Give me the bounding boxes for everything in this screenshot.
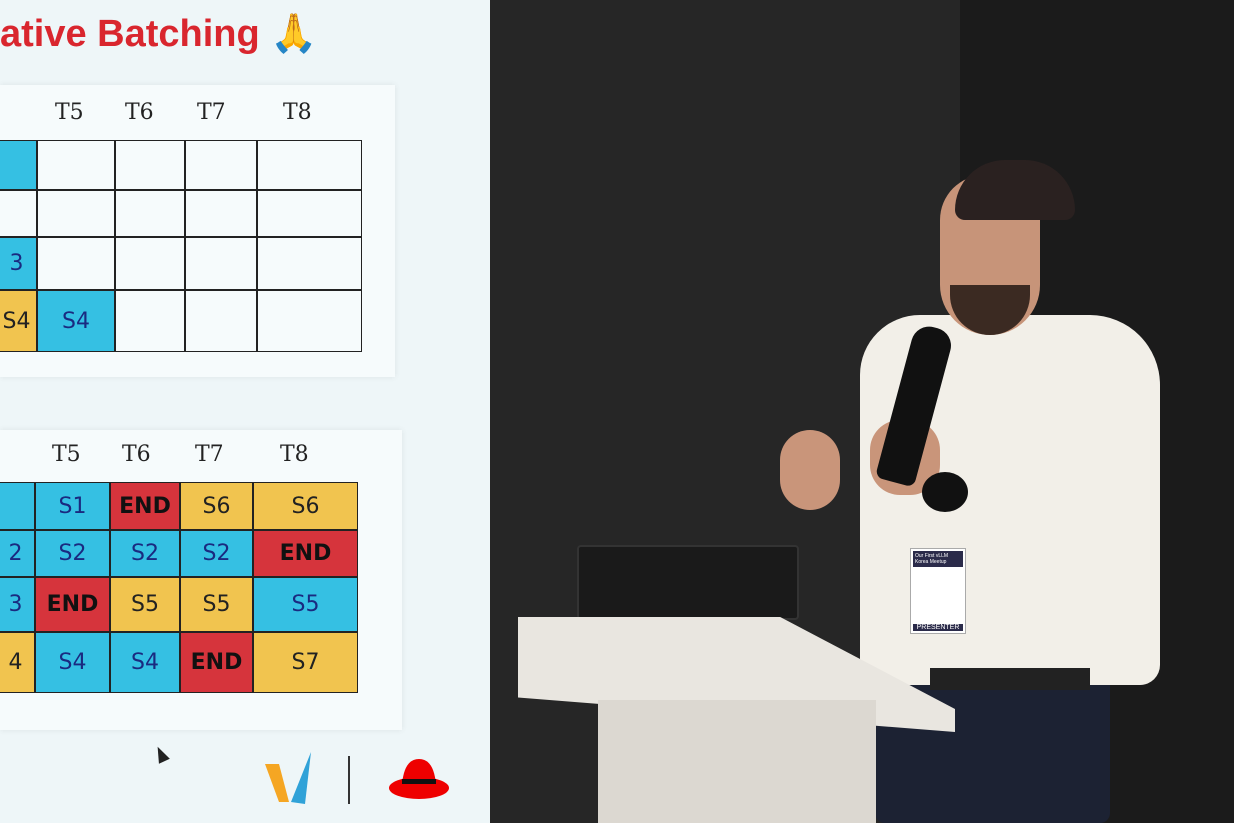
grid-cell: S4: [110, 632, 180, 693]
time-step-header: T8: [280, 442, 309, 467]
podium-body: [598, 700, 876, 823]
grid-cell: [257, 290, 362, 352]
grid-cell: 2: [0, 530, 35, 577]
grid-cell: S4: [37, 290, 115, 352]
divider: [348, 756, 350, 804]
laptop: [577, 545, 799, 620]
belt: [930, 668, 1090, 690]
grid-cell: [185, 140, 257, 190]
grid-cell: [0, 190, 37, 237]
grid-cell: [257, 190, 362, 237]
time-step-header: T5: [55, 100, 84, 125]
grid-cell: S2: [110, 530, 180, 577]
grid-cell: S2: [180, 530, 253, 577]
grid-cell: END: [35, 577, 110, 632]
vllm-logo: [265, 752, 311, 804]
grid-cell: S5: [253, 577, 358, 632]
grid-cell: S4: [0, 290, 37, 352]
grid-cell: END: [180, 632, 253, 693]
hair: [955, 160, 1075, 220]
redhat-logo: [389, 759, 449, 799]
grid-cell: 3: [0, 577, 35, 632]
grid-cell: [0, 482, 35, 530]
time-step-header: T7: [197, 100, 226, 125]
grid-cell: [115, 190, 185, 237]
time-step-header: T6: [122, 442, 151, 467]
presentation-slide: ative Batching 🙏 T5 T6 T7 T8 3 S4 S4 T5 T6 T7 T8 S…: [0, 0, 500, 823]
grid-cell: [37, 190, 115, 237]
name-badge: Our First vLLM Korea Meetup PRESENTER: [910, 548, 966, 634]
badge-role: PRESENTER: [913, 624, 963, 631]
grid-cell: S2: [35, 530, 110, 577]
grid-cell: 4: [0, 632, 35, 693]
time-step-header: T7: [195, 442, 224, 467]
grid-cell: S5: [180, 577, 253, 632]
time-step-header: T6: [125, 100, 154, 125]
grid-cell: [185, 237, 257, 290]
grid-cell: [37, 140, 115, 190]
grid-cell: [115, 290, 185, 352]
left-hand: [780, 430, 840, 510]
grid-cell: [185, 190, 257, 237]
grid-cell: END: [253, 530, 358, 577]
mouse-cursor-icon: [152, 744, 170, 764]
badge-event: Our First vLLM Korea Meetup: [913, 551, 963, 567]
slide-title: ative Batching 🙏: [0, 13, 318, 55]
time-step-header: T5: [52, 442, 81, 467]
grid-cell: [185, 290, 257, 352]
grid-cell: END: [110, 482, 180, 530]
grid-cell: S6: [180, 482, 253, 530]
grid-cell: [257, 237, 362, 290]
grid-cell: 3: [0, 237, 37, 290]
grid-cell: S5: [110, 577, 180, 632]
watch-icon: [922, 472, 968, 512]
grid-cell: [0, 140, 37, 190]
grid-cell: S1: [35, 482, 110, 530]
time-step-header: T8: [283, 100, 312, 125]
grid-cell: S7: [253, 632, 358, 693]
grid-cell: [115, 140, 185, 190]
grid-cell: S6: [253, 482, 358, 530]
grid-cell: [115, 237, 185, 290]
grid-cell: S4: [35, 632, 110, 693]
grid-cell: [37, 237, 115, 290]
grid-cell: [257, 140, 362, 190]
